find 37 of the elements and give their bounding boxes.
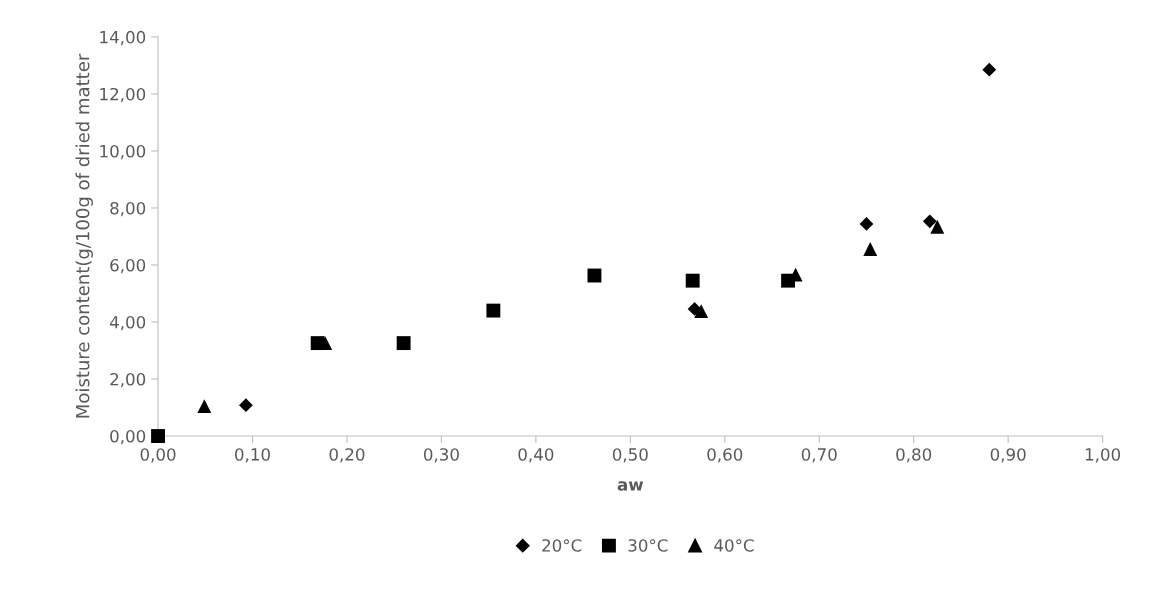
point: [859, 217, 874, 231]
point: [922, 214, 937, 229]
x-tick-label: 0,60: [707, 448, 743, 463]
y-tick-label: 4,00: [109, 315, 146, 331]
y-tick-label: 0,00: [110, 430, 146, 445]
x-tick-label: 0,10: [235, 448, 270, 463]
x-tick-label: 0,50: [612, 448, 648, 463]
x-tick-label: 0,40: [518, 448, 554, 463]
y-axis-title: Moisture content(g/100g of dried matter: [75, 53, 93, 418]
point: [239, 398, 253, 413]
point: [151, 429, 165, 443]
x-tick-label: 0,00: [140, 448, 176, 463]
x-axis-title: aw: [617, 481, 644, 491]
point: [930, 219, 945, 234]
point: [863, 242, 878, 256]
y-tick-label: 12,00: [100, 87, 146, 103]
point: [982, 62, 997, 77]
point: [486, 303, 501, 318]
x-tick-label: 0,70: [801, 448, 837, 463]
y-tick-label: 2,00: [110, 372, 146, 388]
x-tick-label: 1,00: [1085, 448, 1121, 463]
y-tick-label: 6,00: [110, 258, 146, 274]
x-tick-label: 0,80: [896, 448, 932, 463]
y-tick-label: 14,00: [100, 30, 146, 46]
point: [396, 336, 411, 351]
legend-label: 20°C: [542, 539, 582, 552]
legend-label: 40°C: [714, 539, 754, 552]
y-tick-label: 10,00: [100, 144, 146, 160]
y-tick-label: 8,00: [110, 201, 146, 217]
legend-label: 30°C: [628, 539, 668, 552]
point: [197, 399, 212, 414]
point: [685, 273, 700, 288]
point: [587, 268, 602, 283]
x-tick-label: 0,90: [990, 448, 1026, 463]
x-tick-label: 0,20: [329, 448, 365, 463]
point: [694, 304, 709, 319]
x-tick-label: 0,30: [423, 448, 459, 463]
